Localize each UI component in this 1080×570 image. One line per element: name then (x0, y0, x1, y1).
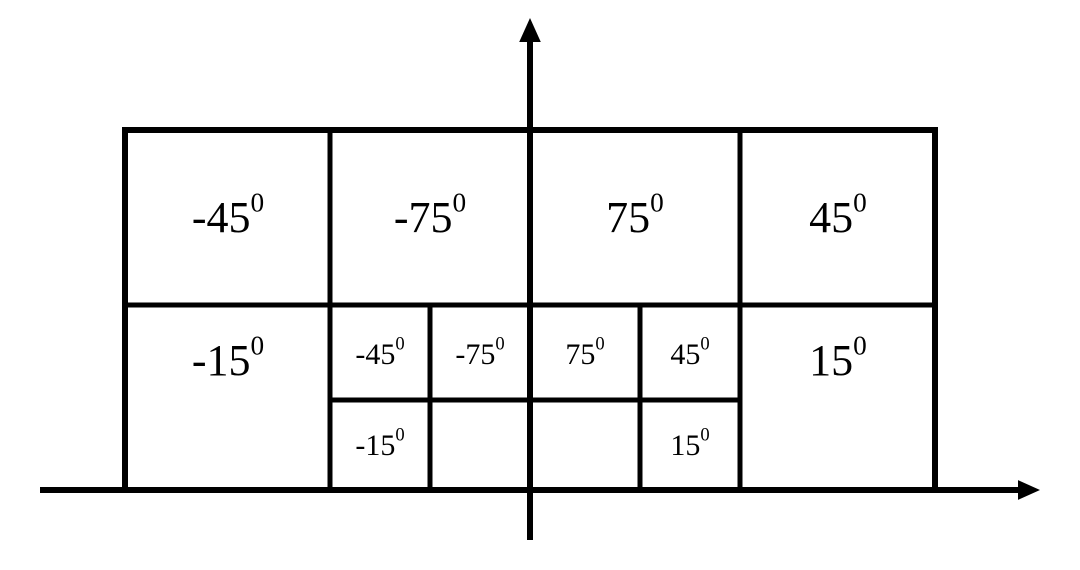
diagram-bg (0, 0, 1080, 570)
grid-diagram: -450-750750450-150150-450-750750450-1501… (0, 0, 1080, 570)
